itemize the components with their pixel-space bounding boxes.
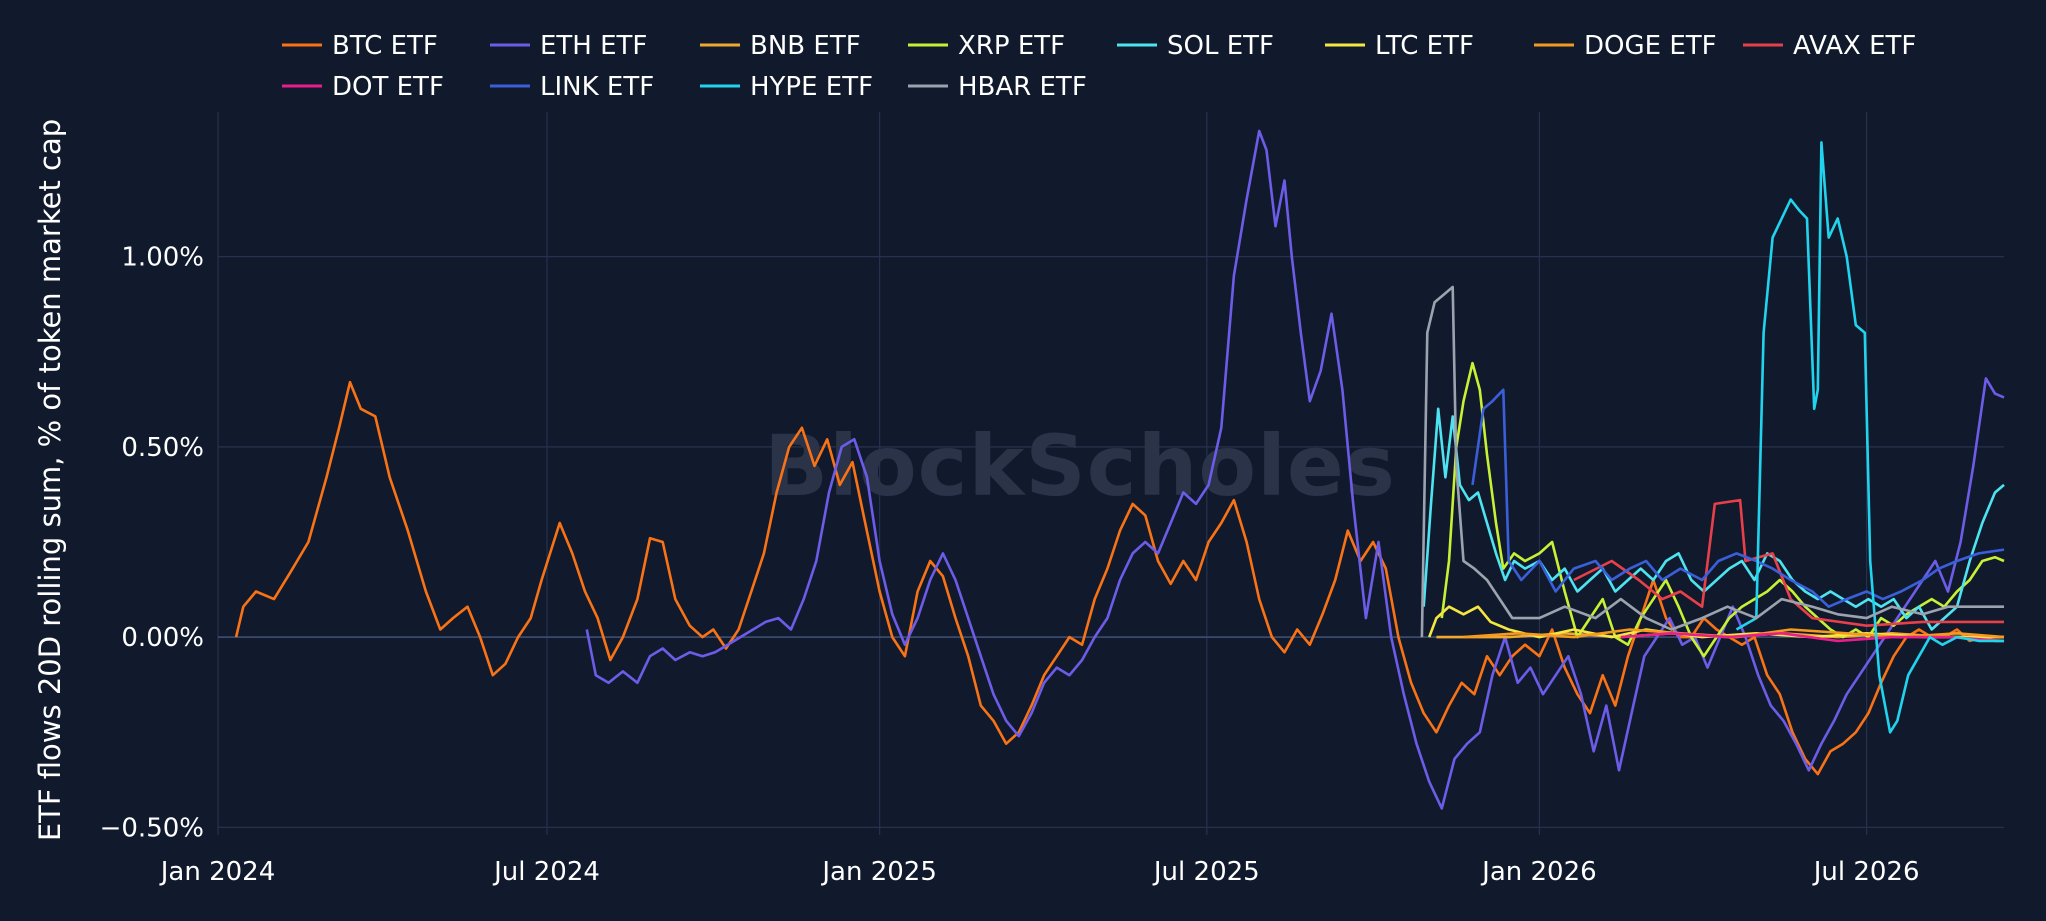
legend-label: LTC ETF	[1375, 31, 1474, 61]
legend-label: ETH ETF	[540, 31, 647, 61]
x-tick-label: Jan 2025	[820, 857, 937, 887]
x-tick-label: Jul 2025	[1152, 857, 1260, 887]
legend-label: AVAX ETF	[1793, 31, 1916, 61]
legend-label: BTC ETF	[332, 31, 438, 61]
y-tick-label: −0.50%	[100, 813, 204, 843]
y-tick-label: 0.00%	[121, 623, 204, 653]
series-line-dot-etf	[1620, 632, 2005, 643]
legend-label: XRP ETF	[958, 31, 1065, 61]
series-line-hype-etf	[1735, 141, 2004, 734]
legend-label: HBAR ETF	[958, 72, 1087, 102]
legend-label: SOL ETF	[1167, 31, 1274, 61]
legend-label: DOGE ETF	[1584, 31, 1717, 61]
series-line-sol-etf	[1422, 407, 2005, 631]
legend-label: HYPE ETF	[750, 72, 873, 102]
y-tick-label: 0.50%	[121, 433, 204, 463]
x-tick-label: Jul 2024	[492, 857, 600, 887]
series-layer	[234, 129, 2005, 810]
legend-label: BNB ETF	[750, 31, 861, 61]
series-line-ltc-etf	[1427, 605, 2004, 639]
series-line-eth-etf	[585, 129, 2005, 810]
x-tick-label: Jan 2026	[1480, 857, 1597, 887]
series-line-hbar-etf	[1420, 285, 2004, 638]
watermark: BlockScholes	[764, 417, 1396, 515]
series-line-link-etf	[1471, 388, 2005, 608]
y-tick-label: 1.00%	[121, 243, 204, 273]
axis-layer: Jan 2024 Jul 2024 Jan 2025 Jul 2025 Jan 2026…	[100, 243, 1920, 887]
x-tick-label: Jan 2024	[159, 857, 276, 887]
x-tick-label: Jul 2026	[1812, 857, 1920, 887]
y-axis-title: ETF flows 20D rolling sum, % of token ma…	[33, 119, 67, 841]
series-line-avax-etf	[1573, 498, 2004, 627]
legend: BTC ETF ETH ETF BNB ETF XRP ETF SOL ETF LTC E…	[282, 31, 1916, 102]
legend-label: DOT ETF	[332, 72, 444, 102]
series-line-btc-etf	[234, 380, 2004, 776]
legend-label: LINK ETF	[540, 72, 654, 102]
series-line-xrp-etf	[1440, 361, 2005, 658]
